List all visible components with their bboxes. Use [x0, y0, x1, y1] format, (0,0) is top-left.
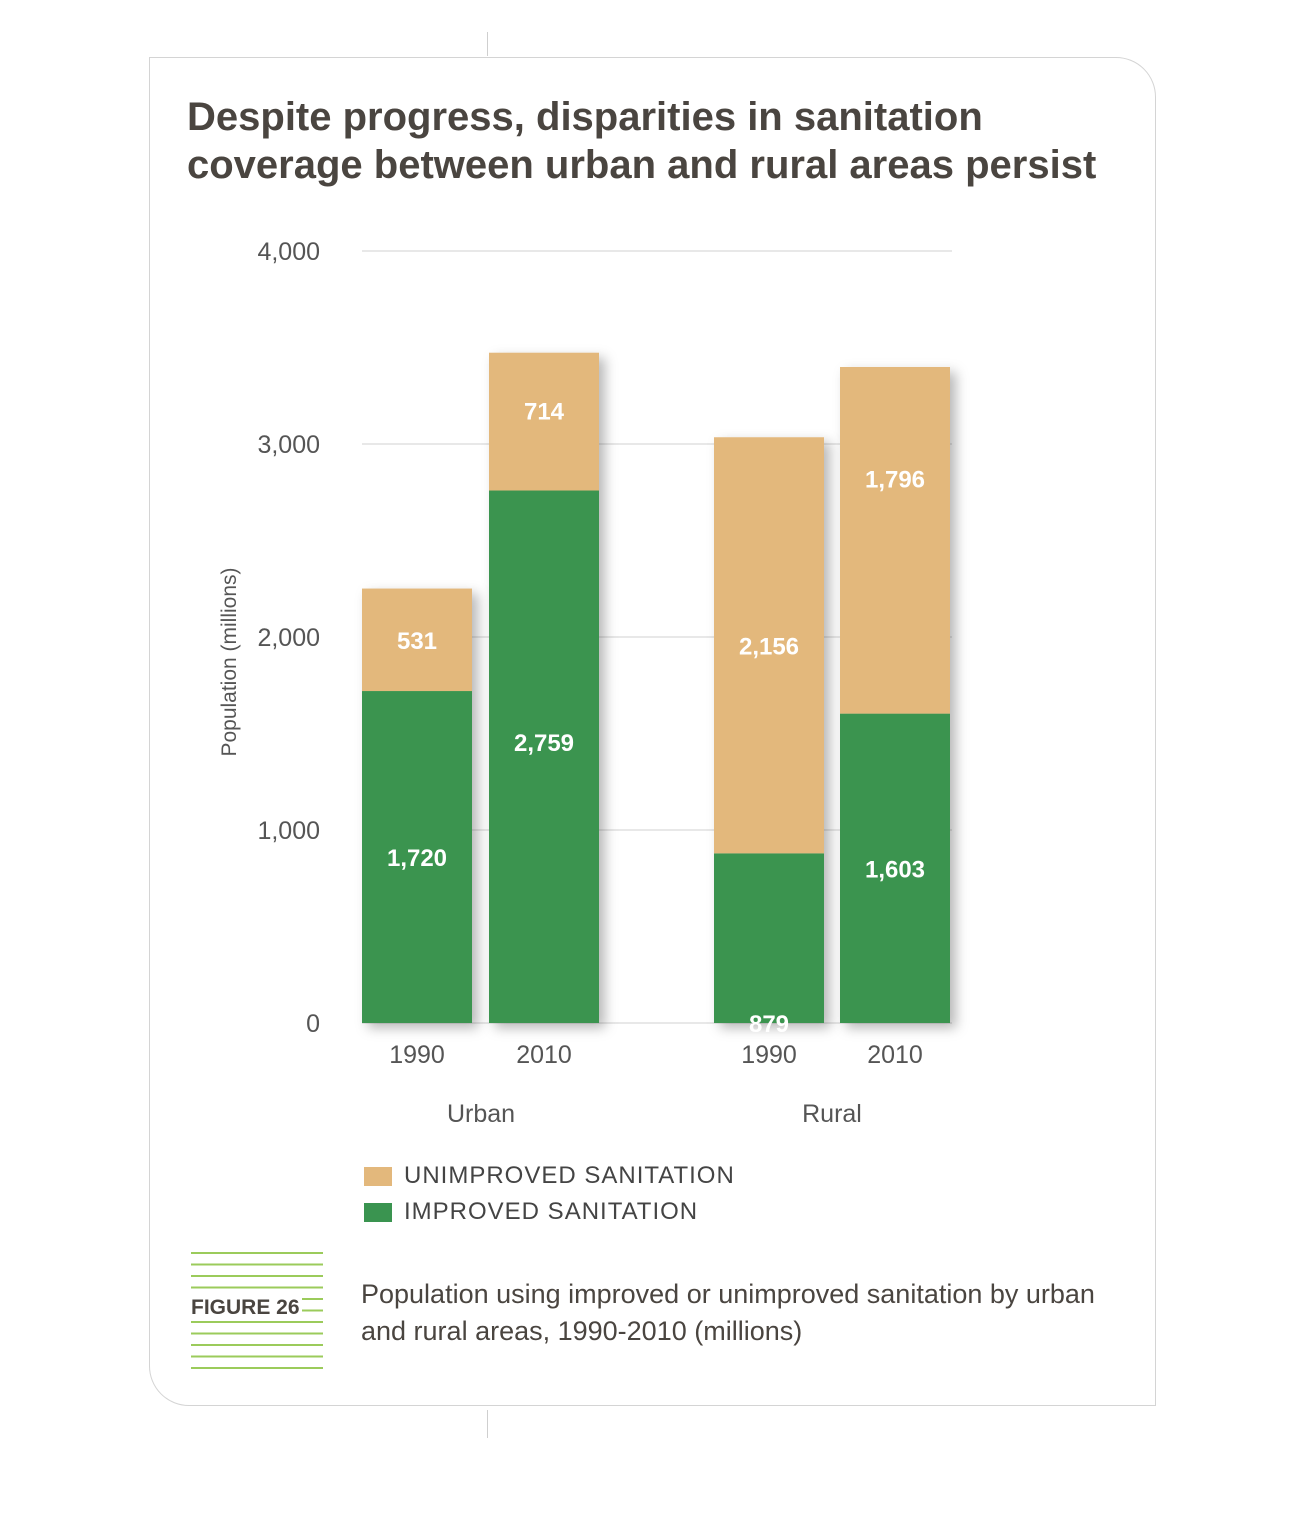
y-tick-label: 3,000	[257, 431, 320, 459]
legend-item-improved: IMPROVED SANITATION	[364, 1194, 735, 1230]
chart-title: Despite progress, disparities in sanitat…	[187, 95, 1097, 187]
bar-segment-unimproved	[489, 352, 599, 491]
axes: 0 1,000 2,000 3,000 4,000 Population (million…	[218, 238, 923, 1128]
figure-number: FIGURE 26	[191, 1296, 302, 1320]
bar-segment-improved	[489, 490, 599, 1023]
y-tick-label: 2,000	[257, 624, 320, 652]
bar-segment-unimproved	[714, 437, 824, 854]
crop-mark-bottom	[487, 1410, 488, 1438]
bar-segment-unimproved	[840, 366, 950, 714]
x-tick-label: 2010	[516, 1041, 572, 1069]
data-label: 531	[397, 628, 437, 655]
bar-segment-improved	[714, 853, 824, 1023]
x-group-label: Urban	[447, 1100, 515, 1128]
legend-label-improved: IMPROVED SANITATION	[404, 1198, 699, 1225]
data-label: 714	[524, 399, 565, 426]
legend-swatch-improved	[364, 1202, 392, 1222]
data-label: 1,603	[865, 856, 925, 883]
data-label: 2,759	[514, 730, 574, 757]
bar-stack	[489, 352, 599, 1023]
legend-label-unimproved: UNIMPROVED SANITATION	[404, 1162, 735, 1189]
bar-segment-unimproved	[362, 588, 472, 692]
bar-stack	[840, 366, 950, 1023]
bar-stack	[362, 588, 472, 1023]
bar-segment-improved	[362, 691, 472, 1023]
figure-card	[149, 57, 1156, 1406]
y-tick-label: 1,000	[257, 817, 320, 845]
data-label: 879	[749, 1011, 789, 1038]
y-tick-label: 4,000	[257, 238, 320, 266]
bar-segment-improved	[840, 713, 950, 1023]
bars	[362, 352, 950, 1023]
bar-chart: 1,720 531 2,759 714 879 2,156 1,603 1,796 0 1,00…	[218, 238, 952, 1128]
x-tick-label: 1990	[741, 1041, 797, 1069]
data-label: 1,796	[865, 466, 925, 493]
bar-stack	[714, 437, 824, 1023]
legend: UNIMPROVED SANITATION IMPROVED SANITATIO…	[364, 1158, 735, 1230]
x-tick-label: 2010	[867, 1041, 923, 1069]
figure-caption: Population using improved or unimproved …	[361, 1279, 1095, 1346]
legend-item-unimproved: UNIMPROVED SANITATION	[364, 1158, 735, 1194]
data-label: 1,720	[387, 845, 447, 872]
y-tick-label: 0	[306, 1010, 320, 1038]
x-tick-label: 1990	[389, 1041, 445, 1069]
crop-mark-top	[487, 32, 488, 56]
data-labels: 1,720 531 2,759 714 879 2,156 1,603 1,796	[387, 399, 925, 1039]
y-axis-title: Population (millions)	[218, 567, 241, 756]
x-group-label: Rural	[802, 1100, 862, 1128]
legend-swatch-unimproved	[364, 1166, 392, 1186]
data-label: 2,156	[739, 633, 799, 660]
